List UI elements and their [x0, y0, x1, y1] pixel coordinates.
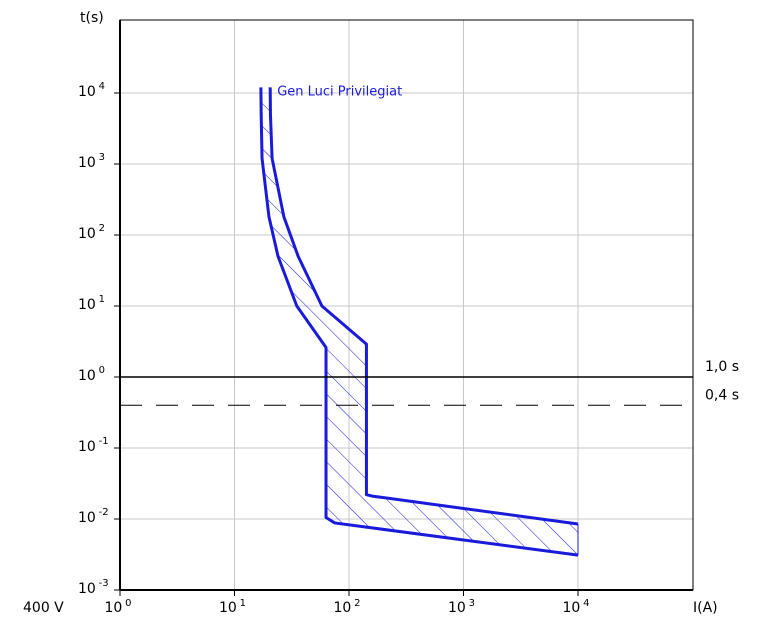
y-tick-label: 10 -1 [78, 436, 109, 455]
axis-labels: t(s) I(A) 400 V [23, 10, 718, 616]
curve-band: Gen Luci Privilegiat [259, 84, 579, 557]
x-tick-label: 10 2 [334, 598, 361, 616]
x-tick-label: 10 1 [219, 598, 246, 616]
series-label: Gen Luci Privilegiat [277, 84, 402, 99]
y-tick-label: 10 4 [78, 81, 105, 100]
x-tick-label: 10 4 [563, 598, 590, 616]
y-axis-label: t(s) [80, 10, 104, 26]
y-tick-label: 10 -2 [78, 507, 109, 526]
reference-lines: 1,0 s 0,4 s [120, 359, 739, 406]
band-upper-curve [268, 87, 579, 526]
x-tick-label: 10 0 [105, 598, 132, 616]
band-fill [260, 87, 578, 556]
reference-line-label: 1,0 s [705, 359, 739, 375]
voltage-label: 400 V [23, 600, 64, 616]
y-tick-label: 10 0 [78, 365, 105, 384]
x-tick-label: 10 3 [448, 598, 475, 616]
reference-line-label: 0,4 s [705, 387, 739, 403]
axes [114, 19, 694, 596]
y-tick-label: 10 3 [78, 152, 105, 171]
y-tick-label: 10 2 [78, 223, 105, 242]
x-axis-label: I(A) [693, 600, 718, 616]
tick-labels: 10 0 10 1 10 2 10 3 10 4 10 -3 10 -2 10 -1 10 0 1… [78, 81, 590, 616]
y-tick-label: 10 -3 [78, 578, 109, 597]
y-tick-label: 10 1 [78, 294, 105, 313]
band-lower-curve [259, 87, 579, 557]
